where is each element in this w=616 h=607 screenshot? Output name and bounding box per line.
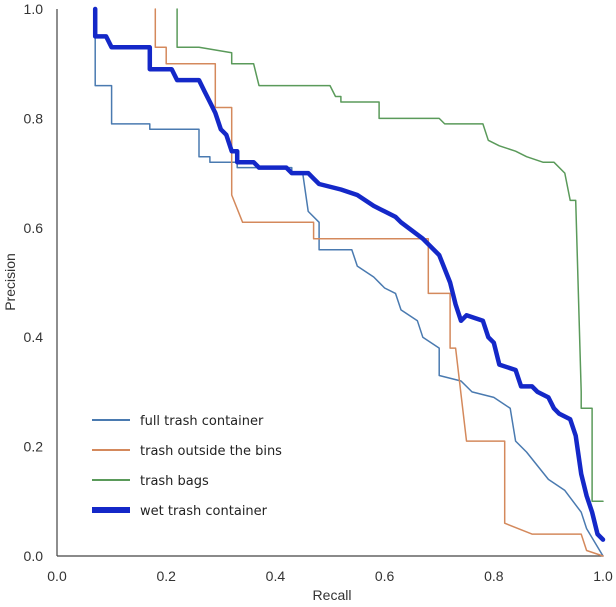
legend-label: wet trash container bbox=[140, 504, 268, 519]
y-tick-label: 1.0 bbox=[24, 1, 44, 17]
series-line-wet-trash-container bbox=[92, 6, 606, 542]
series-line-trash-outside-the-bins bbox=[154, 8, 604, 557]
legend-label: full trash container bbox=[140, 414, 264, 429]
x-tick-label: 0.6 bbox=[375, 568, 395, 584]
legend-label: trash outside the bins bbox=[140, 444, 282, 459]
x-tick-label: 0.0 bbox=[47, 568, 67, 584]
series-layer bbox=[92, 6, 606, 557]
y-tick-label: 0.8 bbox=[24, 110, 44, 126]
legend: full trash container trash outside the bi… bbox=[92, 414, 282, 519]
y-tick-label: 0.4 bbox=[24, 329, 44, 345]
legend-label: trash bags bbox=[140, 474, 209, 489]
x-tick-label: 0.4 bbox=[266, 568, 286, 584]
y-tick-label: 0.2 bbox=[24, 439, 44, 455]
y-tick-label: 0.0 bbox=[24, 548, 44, 564]
y-tick-label: 0.6 bbox=[24, 220, 44, 236]
series-line-full-trash-container bbox=[94, 8, 604, 557]
x-axis-title: Recall bbox=[313, 587, 352, 602]
x-tick-label: 0.8 bbox=[484, 568, 504, 584]
x-tick-label: 0.2 bbox=[156, 568, 176, 584]
y-axis-title: Precision bbox=[2, 253, 18, 311]
x-tick-label: 1.0 bbox=[593, 568, 613, 584]
series-line-trash-bags bbox=[176, 8, 604, 503]
axes-layer: 0.0 0.2 0.4 0.6 0.8 1.0 0.0 0.2 0.4 0.6 0.8 1.0 bbox=[24, 1, 613, 584]
